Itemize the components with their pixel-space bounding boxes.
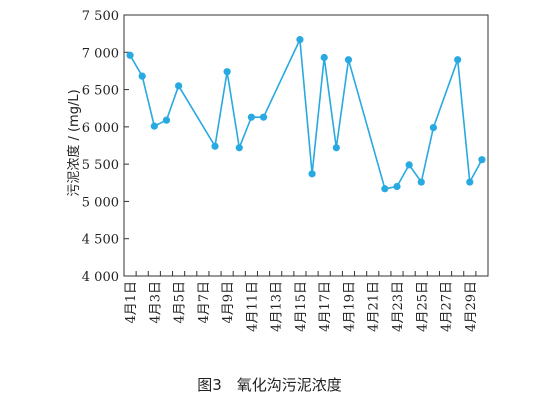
y-axis-ticks: 4 000 4 500 5 000 5 500 6 000 6 500 7 000 7 500 — [82, 9, 129, 285]
y-axis-title: 污泥浓度 / (mg/L) — [66, 89, 82, 196]
x-tick-label: 4月23日 — [391, 281, 406, 332]
data-point — [393, 182, 401, 191]
data-point — [332, 144, 340, 152]
y-tick-label: 4 500 — [82, 233, 119, 248]
data-point — [344, 56, 353, 64]
y-tick-label: 6 000 — [82, 121, 119, 136]
data-point — [296, 36, 304, 44]
y-tick-label: 7 500 — [82, 9, 119, 24]
x-tick-label: 4月21日 — [367, 281, 382, 332]
x-tick-label: 4月17日 — [318, 281, 333, 332]
plot-axes — [123, 14, 489, 277]
data-point — [417, 178, 425, 186]
x-axis-ticks: 4月1日 4月3日 4月5日 4月7日 4月9日 4月11日 4月13日 4月15日 4月17日… — [124, 271, 479, 332]
data-point — [162, 116, 171, 124]
data-point — [478, 156, 486, 164]
chart: 4 000 4 500 5 000 5 500 6 000 6 500 7 000 7 500… — [66, 9, 489, 332]
y-tick-label: 7 000 — [82, 46, 119, 61]
y-tick-label: 4 000 — [82, 270, 119, 285]
series-line — [126, 36, 486, 193]
y-tick-label: 6 500 — [82, 84, 119, 99]
data-point — [211, 142, 219, 150]
data-point — [259, 113, 268, 121]
data-point — [247, 113, 255, 121]
data-point — [381, 185, 389, 193]
x-tick-label: 4月7日 — [197, 281, 212, 324]
x-tick-label: 4月1日 — [124, 281, 139, 324]
x-tick-label: 4月15日 — [294, 281, 309, 332]
data-point — [429, 124, 437, 132]
figure-caption: 图3 氧化沟污泥浓度 — [197, 376, 342, 394]
x-tick-label: 4月29日 — [464, 281, 479, 332]
x-tick-label: 4月3日 — [148, 281, 163, 324]
x-tick-label: 4月25日 — [415, 281, 430, 332]
data-point — [308, 170, 316, 178]
data-point — [138, 72, 146, 80]
data-point — [235, 144, 243, 152]
plot-frame — [123, 14, 489, 277]
data-point — [150, 122, 158, 130]
data-point — [454, 56, 462, 64]
x-tick-label: 4月9日 — [221, 281, 236, 324]
x-tick-label: 4月19日 — [342, 281, 357, 332]
x-tick-label: 4月27日 — [440, 281, 455, 332]
data-point — [405, 161, 413, 169]
x-tick-label: 4月11日 — [245, 281, 260, 332]
y-tick-label: 5 000 — [82, 195, 119, 210]
y-tick-label: 5 500 — [82, 158, 119, 173]
data-point — [466, 178, 474, 186]
data-point — [175, 82, 183, 90]
series-polyline — [129, 36, 483, 190]
data-point — [223, 68, 231, 76]
x-tick-label: 4月13日 — [270, 281, 285, 332]
data-point — [320, 53, 328, 62]
x-tick-label: 4月5日 — [173, 281, 188, 324]
data-point — [126, 51, 134, 59]
